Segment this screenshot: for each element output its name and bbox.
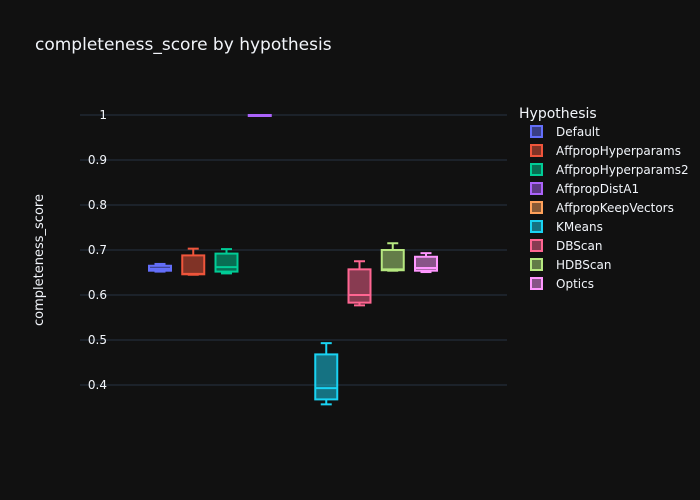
legend-label: Default (556, 125, 600, 139)
chart-title: completeness_score by hypothesis (35, 35, 332, 55)
legend-swatch (530, 277, 543, 290)
box-dbscan[interactable] (347, 260, 372, 307)
legend-item-affpropdista1[interactable]: AffpropDistA1 (530, 182, 639, 196)
grid (80, 114, 507, 386)
box-iqr (380, 249, 405, 272)
box-affpropdista1[interactable] (247, 114, 272, 117)
y-axis-label: completeness_score (32, 194, 47, 326)
legend-label: HDBScan (556, 258, 611, 272)
legend-label: DBScan (556, 239, 602, 253)
legend-item-affprophyperparams[interactable]: AffpropHyperparams (530, 144, 681, 158)
legend-item-kmeans[interactable]: KMeans (530, 220, 603, 234)
box-affprophyperparams2[interactable] (214, 248, 239, 275)
box-iqr (347, 268, 372, 304)
legend-item-affpropkeepvectors[interactable]: AffpropKeepVectors (530, 201, 674, 215)
y-axis-ticks: 0.4 0.5 0.6 0.7 0.8 0.9 1 (88, 108, 107, 392)
y-tick-label: 0.8 (88, 198, 107, 212)
legend-label: AffpropHyperparams (556, 144, 681, 158)
y-tick-label: 0.7 (88, 243, 107, 257)
legend-item-default[interactable]: Default (530, 125, 600, 139)
legend[interactable]: Default AffpropHyperparams AffpropHyperpar… (530, 125, 689, 291)
legend-item-affprophyperparams2[interactable]: AffpropHyperparams2 (530, 163, 689, 177)
box-kmeans[interactable] (314, 342, 339, 406)
box-iqr (181, 254, 206, 276)
y-tick-label: 0.4 (88, 378, 107, 392)
legend-swatch (530, 163, 543, 176)
box-hdbscan[interactable] (380, 242, 405, 272)
legend-title: Hypothesis (519, 106, 597, 122)
legend-swatch (530, 239, 543, 252)
y-tick-label: 1 (99, 108, 107, 122)
legend-label: AffpropDistA1 (556, 182, 639, 196)
y-tick-label: 0.6 (88, 288, 107, 302)
legend-item-optics[interactable]: Optics (530, 277, 594, 291)
legend-swatch (530, 182, 543, 195)
box-iqr (314, 353, 339, 401)
legend-label: AffpropHyperparams2 (556, 163, 689, 177)
box-affprophyperparams[interactable] (181, 247, 206, 276)
box-optics[interactable] (414, 252, 438, 274)
legend-swatch (530, 201, 543, 214)
legend-label: Optics (556, 277, 594, 291)
legend-swatch (530, 125, 543, 138)
box-default[interactable] (148, 262, 172, 273)
plot-area (148, 114, 438, 406)
legend-item-hdbscan[interactable]: HDBScan (530, 258, 611, 272)
y-tick-label: 0.5 (88, 333, 107, 347)
legend-swatch (530, 258, 543, 271)
legend-swatch (530, 144, 543, 157)
legend-label: KMeans (556, 220, 603, 234)
legend-label: AffpropKeepVectors (556, 201, 674, 215)
box-iqr (214, 252, 239, 273)
y-tick-label: 0.9 (88, 153, 107, 167)
legend-swatch (530, 220, 543, 233)
legend-item-dbscan[interactable]: DBScan (530, 239, 602, 253)
